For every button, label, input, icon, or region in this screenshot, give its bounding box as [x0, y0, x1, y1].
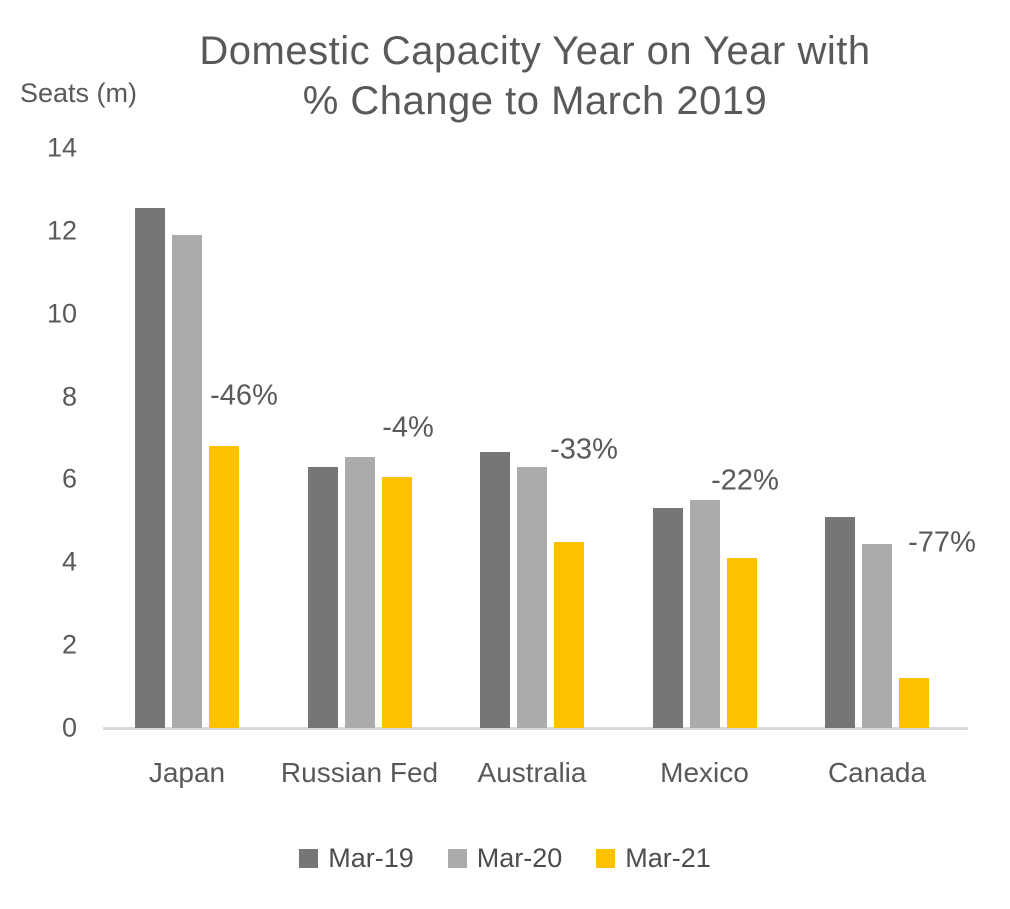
legend-item-mar-19: Mar-19 — [299, 843, 414, 874]
bar-mar-20-canada — [862, 543, 892, 728]
legend-label-mar-19: Mar-19 — [328, 843, 414, 873]
category-label-australia: Australia — [477, 757, 587, 788]
bar-mar-20-australia — [517, 466, 547, 728]
category-label-canada: Canada — [827, 757, 927, 788]
bar-mar-21-russian-fed — [381, 477, 412, 728]
bar-mar-21-canada — [899, 678, 929, 728]
chart-title-line1: Domestic Capacity Year on Year with — [199, 29, 871, 73]
bar-mar-19-mexico — [652, 508, 683, 728]
legend-swatch-mar-20 — [447, 849, 467, 868]
x-axis-line — [103, 727, 968, 730]
y-tick-label-0: 0 — [61, 712, 77, 743]
bar-mar-19-canada — [825, 516, 855, 728]
bar-mar-20-mexico — [689, 500, 720, 728]
legend-label-mar-21: Mar-21 — [625, 843, 711, 873]
category-label-mexico: Mexico — [660, 757, 749, 788]
bar-mar-21-mexico — [726, 558, 757, 728]
pct-change-label-22: -22% — [711, 464, 779, 497]
pct-change-label-77: -77% — [908, 526, 976, 559]
y-tick-label-2: 2 — [61, 629, 77, 660]
bar-mar-21-australia — [554, 541, 584, 728]
legend-item-mar-21: Mar-21 — [596, 843, 711, 874]
category-label-japan: Japan — [148, 757, 226, 788]
pct-change-label-33: -33% — [550, 433, 618, 466]
y-tick-label-10: 10 — [46, 298, 77, 329]
y-axis-label: Seats (m) — [20, 78, 138, 108]
legend: Mar-19 Mar-20 Mar-21 — [0, 843, 1010, 874]
bar-mar-19-australia — [480, 452, 510, 728]
y-tick-label-14: 14 — [46, 132, 77, 163]
legend-item-mar-20: Mar-20 — [447, 843, 563, 874]
legend-label-mar-20: Mar-20 — [476, 843, 563, 873]
y-tick-label-6: 6 — [61, 463, 77, 494]
y-tick-label-12: 12 — [46, 215, 77, 246]
bar-mar-20-japan — [172, 234, 202, 728]
y-tick-label-8: 8 — [61, 381, 77, 412]
bar-mar-19-russian-fed — [307, 466, 338, 728]
bar-mar-21-japan — [209, 446, 239, 728]
bar-mar-19-japan — [135, 208, 165, 728]
y-tick-label-4: 4 — [61, 546, 77, 577]
bar-mar-20-russian-fed — [344, 456, 375, 728]
legend-swatch-mar-21 — [596, 849, 616, 868]
chart-title-line2: % Change to March 2019 — [302, 79, 768, 123]
legend-swatch-mar-19 — [299, 849, 319, 868]
category-label-russian-fed: Russian Fed — [280, 757, 439, 788]
chart-title: Domestic Capacity Year on Year with % Ch… — [70, 26, 1000, 126]
pct-change-label-4: -4% — [382, 411, 434, 444]
pct-change-label-46: -46% — [210, 379, 278, 412]
